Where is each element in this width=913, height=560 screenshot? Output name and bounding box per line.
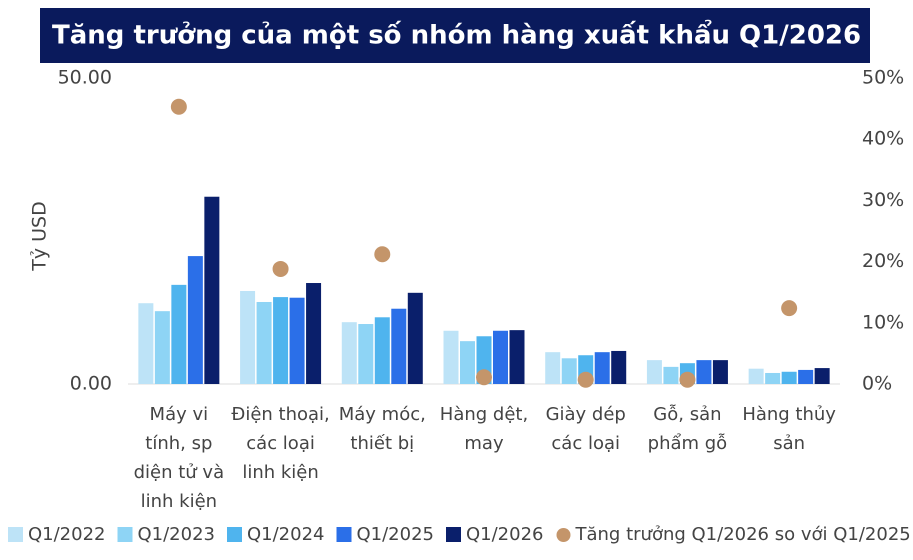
y-tick-label: 50.00	[58, 67, 112, 89]
x-tick-label: Giày dép	[546, 404, 626, 425]
bar	[696, 360, 712, 384]
x-tick-label: Hàng dệt,	[440, 404, 528, 425]
bar	[289, 297, 305, 384]
x-tick-label: Hàng thủy	[742, 404, 836, 425]
growth-dot	[476, 369, 492, 386]
y-axis-label: Tỷ USD	[29, 201, 51, 272]
bar	[171, 284, 187, 384]
legend-marker	[227, 527, 242, 542]
legend-marker	[117, 527, 133, 542]
bar	[273, 297, 289, 384]
x-tick-label: linh kiện	[141, 491, 217, 512]
x-tick-label: sản	[773, 433, 805, 454]
x-tick-label: Điện thoại,	[231, 404, 329, 425]
x-tick-label: tính, sp	[145, 433, 212, 454]
x-tick-label: thiết bị	[350, 433, 414, 454]
x-tick-label: Máy móc,	[339, 404, 426, 425]
bar	[663, 366, 679, 384]
legend-label: Q1/2024	[247, 524, 325, 545]
growth-dot	[374, 246, 391, 263]
legend-label: Q1/2022	[28, 524, 106, 545]
legend-marker	[556, 528, 571, 542]
bar	[443, 330, 459, 384]
bar	[765, 372, 781, 384]
bar	[204, 196, 220, 384]
legend-label: Q1/2023	[138, 524, 216, 545]
legend-marker	[336, 527, 352, 542]
bar	[460, 341, 475, 384]
growth-dot	[272, 260, 289, 277]
bar	[712, 360, 728, 384]
x-tick-label: các loại	[551, 433, 620, 454]
x-tick-label: các loại	[246, 433, 315, 454]
bar	[138, 303, 154, 384]
bar	[407, 292, 423, 384]
bar	[611, 350, 627, 384]
title-bar	[40, 8, 870, 63]
y2-tick-label: 10%	[862, 311, 904, 333]
y2-tick-label: 0%	[862, 373, 892, 395]
bar	[594, 352, 610, 384]
x-tick-label: diện tử và	[134, 462, 225, 483]
x-tick-label: phẩm gỗ	[648, 433, 728, 454]
chart-title: Tăng trưởng của một số nhóm hàng xuất kh…	[52, 18, 861, 51]
x-tick-label: Máy vi	[150, 404, 209, 425]
legend-marker	[8, 527, 23, 542]
bar	[561, 358, 577, 384]
bar	[154, 311, 170, 384]
x-tick-label: Gỗ, sản	[653, 404, 721, 425]
y2-tick-label: 40%	[862, 128, 904, 150]
legend-label: Tăng trưởng Q1/2026 so với Q1/2025	[575, 524, 911, 545]
bar	[493, 330, 508, 384]
bar	[187, 256, 203, 384]
legend-label: Q1/2026	[466, 524, 544, 545]
bar	[814, 368, 830, 384]
bar	[358, 324, 374, 384]
bar	[240, 290, 256, 384]
bar	[646, 360, 662, 384]
y-tick-label: 0.00	[70, 373, 112, 395]
bar	[374, 317, 390, 384]
y2-tick-label: 20%	[862, 250, 904, 272]
bar	[509, 330, 525, 384]
growth-dot	[577, 371, 594, 388]
growth-dot	[679, 371, 696, 388]
bar	[545, 352, 561, 384]
bar	[391, 308, 407, 384]
bar	[781, 371, 797, 384]
legend-marker	[446, 527, 461, 542]
bar	[256, 301, 272, 384]
growth-dot	[781, 300, 798, 317]
y2-tick-label: 50%	[862, 67, 904, 89]
bar	[798, 369, 814, 384]
growth-dot	[170, 98, 187, 115]
x-tick-label: linh kiện	[242, 462, 318, 483]
y2-tick-label: 30%	[862, 189, 904, 211]
bar	[341, 322, 357, 384]
x-tick-label: may	[464, 433, 504, 454]
legend-label: Q1/2025	[357, 524, 435, 545]
bar	[748, 368, 764, 384]
bar	[306, 283, 322, 384]
